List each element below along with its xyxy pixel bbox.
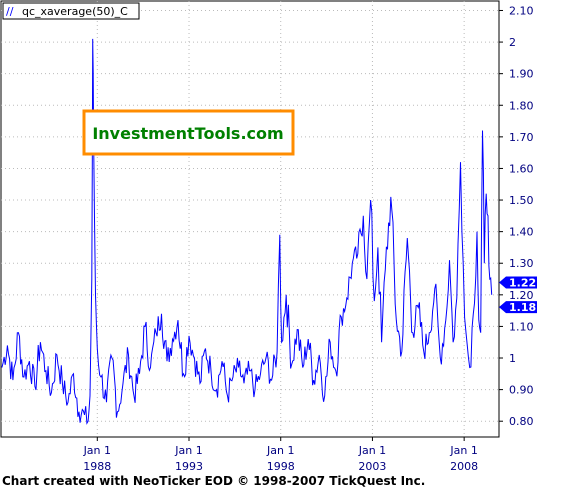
legend-label: qc_xaverage(50)_C (22, 5, 128, 18)
x-tick-label: Jan 1 (83, 444, 111, 457)
chart-footer: Chart created with NeoTicker EOD © 1998-… (2, 474, 426, 488)
watermark: InvestmentTools.com (82, 109, 295, 156)
x-tick-label: 1993 (175, 460, 203, 473)
y-tick-label: 1.10 (509, 320, 534, 333)
legend: /∕ qc_xaverage(50)_C (2, 2, 140, 20)
x-tick-label: 2008 (450, 460, 478, 473)
x-tick-label: 1988 (83, 460, 111, 473)
y-tick-label: 1.90 (509, 68, 534, 81)
x-tick-label: Jan 1 (174, 444, 202, 457)
x-axis-ticks: Jan 1 1988 Jan 1 1993 Jan 1 1998 Jan 1 2003 Jan … (83, 437, 478, 473)
y-tick-label: 1.30 (509, 257, 534, 270)
x-tick-label: 1998 (267, 460, 295, 473)
x-tick-label: Jan 1 (449, 444, 477, 457)
watermark-text: InvestmentTools.com (92, 124, 283, 143)
last-value-label: 1.22 (499, 276, 537, 290)
svg-text:1.22: 1.22 (509, 277, 536, 290)
y-tick-label: 1.20 (509, 289, 534, 302)
y-tick-label: 1.40 (509, 226, 534, 239)
y-tick-label: 1 (509, 352, 516, 365)
y-tick-label: 0.90 (509, 384, 534, 397)
svg-text:1.18: 1.18 (509, 301, 536, 314)
y-tick-label: 2.10 (509, 4, 534, 17)
y-tick-label: 1.70 (509, 131, 534, 144)
x-tick-label: Jan 1 (266, 444, 294, 457)
y-tick-label: 1.60 (509, 162, 534, 175)
last-value-label: 1.18 (499, 301, 537, 314)
y-tick-label: 1.50 (509, 194, 534, 207)
y-tick-label: 1.80 (509, 99, 534, 112)
legend-icon: /∕ (6, 5, 14, 18)
last-value-labels: 1.22 1.18 (499, 276, 537, 314)
x-tick-label: 2003 (358, 460, 386, 473)
x-tick-label: Jan 1 (358, 444, 386, 457)
series-line (1, 38, 493, 425)
y-tick-label: 2 (509, 36, 516, 49)
y-tick-label: 0.80 (509, 415, 534, 428)
y-axis-ticks: 0.80 0.90 1 1.10 1.20 1.30 1.40 1.50 1.60 1.70 1.8… (499, 4, 534, 428)
grid (1, 1, 499, 437)
plot-area (0, 0, 500, 438)
